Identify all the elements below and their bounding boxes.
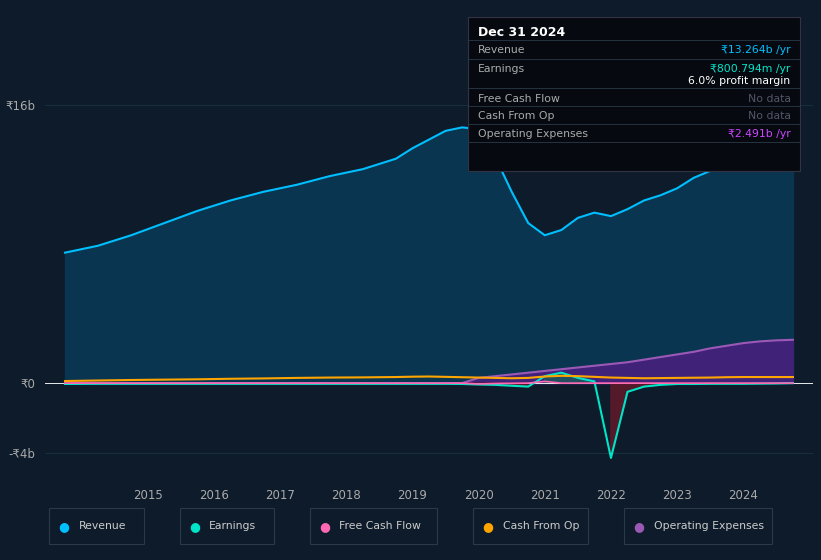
- Text: ₹13.264b /yr: ₹13.264b /yr: [721, 45, 791, 55]
- Text: Free Cash Flow: Free Cash Flow: [340, 521, 421, 531]
- Text: Earnings: Earnings: [478, 64, 525, 74]
- Text: ●: ●: [483, 520, 493, 533]
- Text: 6.0% profit margin: 6.0% profit margin: [689, 76, 791, 86]
- Text: ₹2.491b /yr: ₹2.491b /yr: [728, 129, 791, 139]
- Text: Revenue: Revenue: [79, 521, 126, 531]
- Text: ●: ●: [633, 520, 644, 533]
- Text: ₹800.794m /yr: ₹800.794m /yr: [710, 64, 791, 74]
- Text: Revenue: Revenue: [478, 45, 525, 55]
- Text: ●: ●: [189, 520, 200, 533]
- Text: Free Cash Flow: Free Cash Flow: [478, 94, 560, 104]
- Text: ●: ●: [319, 520, 330, 533]
- Text: Cash From Op: Cash From Op: [502, 521, 579, 531]
- Text: ●: ●: [58, 520, 70, 533]
- Text: Operating Expenses: Operating Expenses: [478, 129, 588, 139]
- Text: Earnings: Earnings: [209, 521, 256, 531]
- Text: No data: No data: [748, 94, 791, 104]
- Text: No data: No data: [748, 111, 791, 122]
- Text: Dec 31 2024: Dec 31 2024: [478, 26, 565, 39]
- Text: Operating Expenses: Operating Expenses: [654, 521, 764, 531]
- Text: Cash From Op: Cash From Op: [478, 111, 554, 122]
